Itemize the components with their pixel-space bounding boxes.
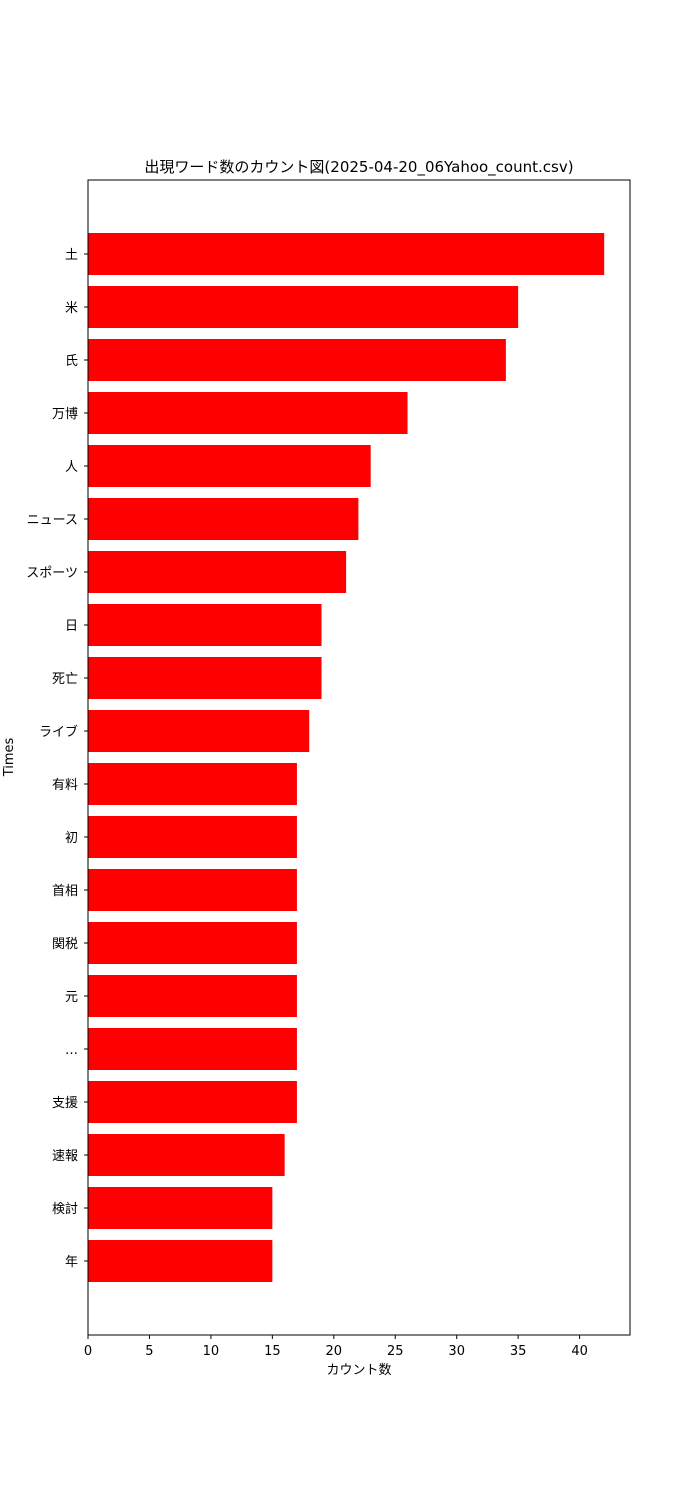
y-tick-label: 日 [65, 619, 78, 634]
bar-12 [88, 869, 297, 911]
x-tick-label: 25 [387, 1344, 404, 1359]
x-tick-label: 0 [84, 1344, 92, 1359]
x-tick-label: 30 [448, 1344, 465, 1359]
y-tick-label: 人 [65, 460, 78, 475]
bar-2 [88, 339, 506, 381]
bar-15 [88, 1028, 297, 1070]
bar-11 [88, 816, 297, 858]
x-tick-label: 20 [326, 1344, 343, 1359]
bar-14 [88, 975, 297, 1017]
bar-7 [88, 604, 322, 646]
bar-10 [88, 763, 297, 805]
x-tick-label: 40 [571, 1344, 588, 1359]
bars-group [88, 233, 605, 1282]
y-tick-label: ニュース [27, 513, 78, 528]
bar-9 [88, 710, 310, 752]
y-tick-label: … [65, 1043, 78, 1058]
y-tick-label: 米 [65, 301, 78, 316]
bar-19 [88, 1240, 273, 1282]
x-tick-label: 35 [510, 1344, 527, 1359]
x-tick-label: 15 [264, 1344, 281, 1359]
chart-title: 出現ワード数のカウント図(2025-04-20_06Yahoo_count.cs… [144, 158, 573, 177]
bar-8 [88, 657, 322, 699]
y-tick-label: 万博 [52, 407, 78, 422]
x-axis: 0 5 10 15 20 25 30 35 40 [84, 1335, 588, 1359]
x-tick-label: 5 [145, 1344, 153, 1359]
bar-3 [88, 392, 408, 434]
y-tick-label: スポーツ [26, 566, 78, 581]
y-tick-label: 土 [65, 248, 78, 263]
y-tick-label: ライブ [39, 724, 78, 740]
x-axis-label: カウント数 [326, 1363, 391, 1378]
bar-6 [88, 551, 347, 593]
bar-1 [88, 286, 519, 328]
bar-0 [88, 233, 605, 275]
y-tick-label: 氏 [65, 354, 78, 369]
y-tick-label: 検討 [52, 1201, 78, 1217]
bar-18 [88, 1187, 273, 1229]
y-tick-label: 関税 [52, 937, 78, 952]
y-tick-label: 首相 [52, 884, 78, 899]
plot-frame [87, 179, 631, 1336]
y-tick-label: 死亡 [52, 672, 78, 687]
bar-16 [88, 1081, 297, 1123]
y-tick-label: 支援 [52, 1096, 78, 1111]
bar-13 [88, 922, 297, 964]
y-axis-label: Times [2, 737, 17, 777]
y-tick-label: 年 [65, 1255, 78, 1270]
bar-17 [88, 1134, 285, 1176]
bar-4 [88, 445, 371, 487]
x-tick-label: 10 [203, 1344, 220, 1359]
y-tick-label: 元 [65, 990, 78, 1005]
y-tick-label: 初 [65, 831, 78, 846]
bar-5 [88, 498, 359, 540]
y-tick-label: 速報 [52, 1149, 78, 1164]
y-tick-label: 有料 [52, 778, 78, 793]
